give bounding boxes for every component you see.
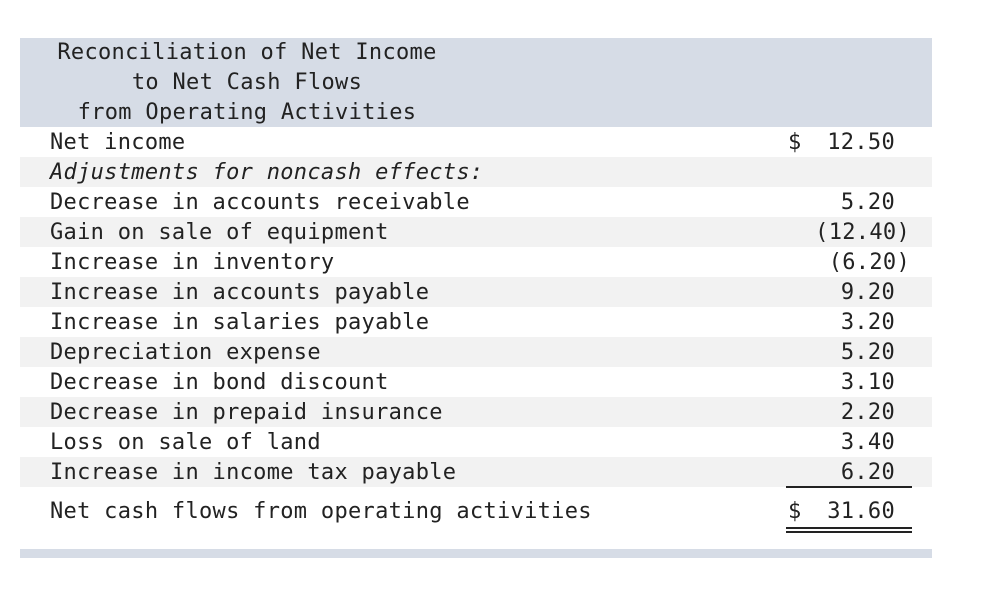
row-value: 3.20 <box>840 309 895 335</box>
row-gain-equipment: Gain on sale of equipment (12.40) <box>20 217 932 247</box>
row-value: (6.20) <box>828 249 910 275</box>
row-inventory: Increase in inventory (6.20) <box>20 247 932 277</box>
row-net-income: Net income $ 12.50 <box>20 127 932 157</box>
reconciliation-table: Reconciliation of Net Income to Net Cash… <box>20 38 932 558</box>
row-salaries-payable: Increase in salaries payable 3.20 <box>20 307 932 337</box>
row-value: 5.20 <box>840 339 895 365</box>
total-value: 31.60 <box>827 498 895 524</box>
row-total: Net cash flows from operating activities… <box>20 487 932 535</box>
row-value: 6.20 <box>840 459 895 485</box>
row-label: Increase in inventory <box>50 249 335 275</box>
row-value: 12.50 <box>827 129 895 155</box>
row-depreciation: Depreciation expense 5.20 <box>20 337 932 367</box>
double-underline-bottom <box>786 531 912 533</box>
row-bond-discount: Decrease in bond discount 3.10 <box>20 367 932 397</box>
row-value: 9.20 <box>840 279 895 305</box>
row-value: 3.10 <box>840 369 895 395</box>
header-line-1: Reconciliation of Net Income <box>57 39 437 65</box>
dollar-sign: $ <box>788 129 802 155</box>
row-label: Decrease in accounts receivable <box>50 189 470 215</box>
row-label: Adjustments for noncash effects: <box>50 159 484 185</box>
subtotal-underline <box>786 486 912 488</box>
header-line-3: from Operating Activities <box>77 99 417 125</box>
row-label: Increase in income tax payable <box>50 459 457 485</box>
row-value: 2.20 <box>840 399 895 425</box>
row-label: Decrease in bond discount <box>50 369 389 395</box>
row-loss-land: Loss on sale of land 3.40 <box>20 427 932 457</box>
row-label: Increase in salaries payable <box>50 309 430 335</box>
row-label: Gain on sale of equipment <box>50 219 389 245</box>
row-label: Increase in accounts payable <box>50 279 430 305</box>
dollar-sign: $ <box>788 498 802 524</box>
row-label: Depreciation expense <box>50 339 321 365</box>
row-adjustments-heading: Adjustments for noncash effects: <box>20 157 932 187</box>
row-accounts-receivable: Decrease in accounts receivable 5.20 <box>20 187 932 217</box>
row-value: (12.40) <box>815 219 910 245</box>
table-header: Reconciliation of Net Income to Net Cash… <box>20 38 932 127</box>
row-accounts-payable: Increase in accounts payable 9.20 <box>20 277 932 307</box>
row-label: Loss on sale of land <box>50 429 321 455</box>
row-label: Net income <box>50 129 186 155</box>
double-underline-top <box>786 527 912 529</box>
row-value: 5.20 <box>840 189 895 215</box>
header-line-2: to Net Cash Flows <box>131 69 363 95</box>
row-income-tax-payable: Increase in income tax payable 6.20 <box>20 457 932 488</box>
row-prepaid-insurance: Decrease in prepaid insurance 2.20 <box>20 397 932 427</box>
total-label: Net cash flows from operating activities <box>50 498 592 524</box>
row-label: Decrease in prepaid insurance <box>50 399 443 425</box>
footer-bar <box>20 549 932 558</box>
row-value: 3.40 <box>840 429 895 455</box>
